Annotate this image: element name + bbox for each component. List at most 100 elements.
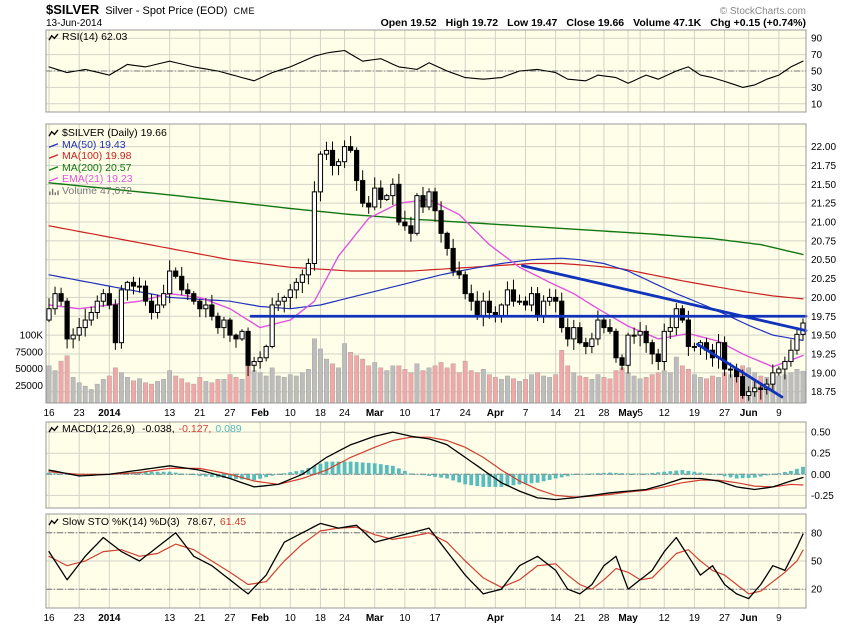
svg-text:14: 14 xyxy=(550,613,562,624)
legend-volume: Volume 47,072 xyxy=(48,185,167,198)
svg-text:80: 80 xyxy=(811,528,823,539)
quote-open: Open 19.52 xyxy=(380,17,437,29)
legend-ema21: EMA(21) 19.23 xyxy=(48,173,167,186)
svg-text:18: 18 xyxy=(315,613,327,624)
svg-text:21.50: 21.50 xyxy=(811,180,836,191)
chart-line-icon xyxy=(48,129,59,137)
svg-text:19.50: 19.50 xyxy=(811,331,836,342)
svg-text:Apr: Apr xyxy=(487,408,504,419)
svg-text:7: 7 xyxy=(523,408,529,419)
svg-text:25000: 25000 xyxy=(15,381,43,392)
svg-text:21.25: 21.25 xyxy=(811,199,836,210)
svg-text:Mar: Mar xyxy=(366,408,384,419)
symbol-description: Silver - Spot Price (EOD) xyxy=(105,5,228,17)
svg-text:May: May xyxy=(618,613,638,624)
svg-text:70: 70 xyxy=(811,50,823,61)
rsi-legend-row: RSI(14) 62.03 xyxy=(48,31,128,44)
svg-text:27: 27 xyxy=(719,408,731,419)
quote-close: Close 19.66 xyxy=(566,17,625,29)
legend-ma200: MA(200) 20.57 xyxy=(48,162,167,175)
chart-header: $SILVER Silver - Spot Price (EOD) CME © … xyxy=(0,0,850,29)
trendline-annotations xyxy=(249,264,808,399)
svg-text:13: 13 xyxy=(164,408,176,419)
svg-text:17: 17 xyxy=(429,408,441,419)
svg-text:50: 50 xyxy=(811,557,823,568)
chart-line-icon xyxy=(48,142,59,148)
symbol: $SILVER xyxy=(46,2,100,17)
svg-text:9: 9 xyxy=(776,613,782,624)
chart-line-icon xyxy=(48,518,59,526)
stochastic-panel: 80 50 20 xyxy=(45,513,823,609)
svg-text:20.00: 20.00 xyxy=(811,293,836,304)
svg-text:23: 23 xyxy=(74,408,86,419)
svg-text:21: 21 xyxy=(194,613,206,624)
svg-text:10: 10 xyxy=(285,613,297,624)
svg-text:21: 21 xyxy=(194,408,206,419)
quote-low: Low 19.47 xyxy=(507,17,558,29)
svg-text:27: 27 xyxy=(224,613,236,624)
svg-text:24: 24 xyxy=(460,408,472,419)
legend-ma100: MA(100) 19.98 xyxy=(48,150,167,163)
svg-text:Feb: Feb xyxy=(251,408,269,419)
svg-text:28: 28 xyxy=(598,613,610,624)
quote-line: Open 19.52 High 19.72 Low 19.47 Close 19… xyxy=(381,17,806,29)
svg-text:75000: 75000 xyxy=(15,347,43,358)
svg-text:10: 10 xyxy=(811,99,823,110)
candlesticks xyxy=(46,135,806,401)
svg-text:19: 19 xyxy=(689,408,701,419)
chart-line-icon xyxy=(48,425,59,433)
svg-text:17: 17 xyxy=(429,613,441,624)
svg-text:19.75: 19.75 xyxy=(811,312,836,323)
macd-signal-value: -0.127, xyxy=(178,423,212,435)
volume-bars-icon xyxy=(49,188,59,195)
sto-label: Slow STO %K(14) %D(3) xyxy=(62,516,180,528)
svg-text:5: 5 xyxy=(637,408,643,419)
svg-text:90: 90 xyxy=(811,34,823,45)
rsi-label: RSI(14) 62.03 xyxy=(62,31,128,43)
svg-text:21: 21 xyxy=(574,613,586,624)
rsi-legend: RSI(14) 62.03 xyxy=(48,31,128,44)
svg-text:Jun: Jun xyxy=(740,408,758,419)
exchange: CME xyxy=(233,6,255,16)
svg-text:27: 27 xyxy=(719,613,731,624)
svg-text:30: 30 xyxy=(811,83,823,94)
svg-text:10: 10 xyxy=(399,613,411,624)
x-axis-labels: 16 16 23 23 2014 2014 13 13 21 21 27 27 Feb Feb 10 10 18… xyxy=(43,408,782,624)
macd-panel: 0.50 0.25 0.00 -0.25 xyxy=(45,421,834,509)
macd-legend: MACD(12,26,9) -0.038, -0.127, 0.089 xyxy=(48,423,242,436)
svg-text:14: 14 xyxy=(550,408,562,419)
macd-value: -0.038, xyxy=(141,423,175,435)
svg-text:13: 13 xyxy=(164,613,176,624)
svg-text:50000: 50000 xyxy=(15,364,43,375)
copyright-link[interactable]: © StockCharts.com xyxy=(719,6,806,17)
svg-text:50: 50 xyxy=(811,67,823,78)
svg-text:100K: 100K xyxy=(20,330,44,341)
rsi-panel: 90 70 50 30 10 xyxy=(45,29,823,113)
svg-text:20.25: 20.25 xyxy=(811,274,836,285)
svg-text:2014: 2014 xyxy=(98,408,121,419)
legend-symbol: $SILVER (Daily) 19.66 xyxy=(48,127,167,140)
header-title-row: $SILVER Silver - Spot Price (EOD) CME © … xyxy=(46,2,806,17)
svg-text:19.00: 19.00 xyxy=(811,368,836,379)
svg-text:12: 12 xyxy=(659,408,671,419)
svg-text:27: 27 xyxy=(224,408,236,419)
svg-text:16: 16 xyxy=(43,613,55,624)
svg-text:19.25: 19.25 xyxy=(811,349,836,360)
svg-text:20.75: 20.75 xyxy=(811,236,836,247)
svg-text:19: 19 xyxy=(689,613,701,624)
svg-text:9: 9 xyxy=(776,408,782,419)
macd-label: MACD(12,26,9) xyxy=(62,423,135,435)
svg-text:24: 24 xyxy=(339,613,351,624)
sto-legend-row: Slow STO %K(14) %D(3) 78.67, 61.45 xyxy=(48,516,246,529)
macd-hist-value: 0.089 xyxy=(215,423,242,435)
svg-text:21: 21 xyxy=(574,408,586,419)
svg-text:10: 10 xyxy=(399,408,411,419)
svg-text:24: 24 xyxy=(339,408,351,419)
legend-ma50: MA(50) 19.43 xyxy=(48,139,167,152)
chart-line-icon xyxy=(48,165,59,171)
svg-text:23: 23 xyxy=(74,613,86,624)
main-legend: $SILVER (Daily) 19.66 MA(50) 19.43 MA(10… xyxy=(48,127,167,198)
svg-text:12: 12 xyxy=(659,613,671,624)
svg-text:-0.25: -0.25 xyxy=(811,491,834,502)
